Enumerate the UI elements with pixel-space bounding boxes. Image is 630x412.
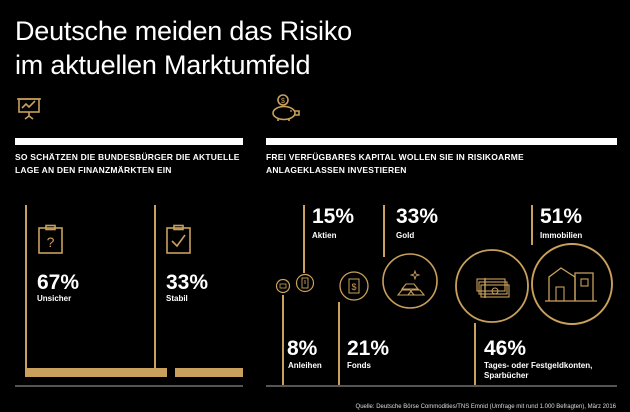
money-stack-icon [455, 249, 529, 323]
svg-text:$: $ [281, 98, 285, 105]
value-label-stabil: 33% [166, 271, 209, 294]
fonds-bar [338, 302, 340, 385]
right-baseline [266, 385, 617, 387]
piggy-bank-icon: $ [272, 94, 300, 121]
right-heading-rule [266, 138, 617, 145]
house-icon [531, 243, 613, 325]
value-label-aktien: 15% [312, 205, 355, 228]
aktien-bar-top [303, 205, 305, 273]
value-label-anleihen: 8% [287, 337, 318, 360]
category-label-unsicher: Unsicher [37, 294, 72, 303]
stabil-share-bar [175, 368, 243, 377]
unsicher-bar [25, 205, 27, 368]
value-label-festgeld: 46% [484, 337, 527, 360]
svg-text:?: ? [47, 234, 55, 250]
value-label-fonds: 21% [347, 337, 390, 360]
source-note: Quelle: Deutsche Börse Commodities/TNS E… [355, 404, 616, 410]
svg-text:$: $ [351, 282, 356, 292]
gold-bars-icon [382, 253, 438, 309]
left-baseline [15, 385, 243, 387]
anleihen-bar [282, 295, 284, 385]
presentation-chart-icon [17, 98, 41, 120]
title-line-1: Deutsche meiden das Risiko [15, 16, 352, 46]
fund-dollar-icon: $ [339, 271, 369, 301]
stock-certificate-icon [295, 273, 315, 293]
left-heading-rule [15, 138, 243, 145]
right-heading: FREI VERFÜGBARES KAPITAL WOLLEN SIE IN R… [266, 152, 524, 175]
category-label-aktien: Aktien [312, 231, 337, 240]
festgeld-bar [474, 323, 476, 385]
category-label-immobilien: Immobilien [540, 231, 583, 240]
category-label-festgeld: Tages- oder Festgeldkonten, Sparbücher [484, 361, 593, 380]
bond-icon [275, 278, 291, 294]
value-label-unsicher: 67% [37, 271, 80, 294]
category-label-stabil: Stabil [166, 294, 188, 303]
page-title: Deutsche meiden das Risiko im aktuellen … [15, 14, 352, 82]
category-label-gold: Gold [396, 231, 415, 240]
value-label-immobilien: 51% [540, 205, 583, 228]
unsicher-share-bar [25, 368, 167, 377]
category-label-fonds: Fonds [347, 361, 371, 370]
stabil-bar [154, 205, 156, 368]
left-heading: SO SCHÄTZEN DIE BUNDESBÜRGER DIE AKTUELL… [15, 152, 240, 175]
value-label-gold: 33% [396, 205, 439, 228]
immobilien-bar-top [531, 205, 533, 245]
category-label-anleihen: Anleihen [288, 361, 322, 370]
clipboard-check-icon [166, 224, 191, 254]
gold-bar-top [383, 205, 385, 257]
clipboard-question-icon: ? [38, 224, 63, 254]
title-line-2: im aktuellen Marktumfeld [15, 50, 311, 80]
